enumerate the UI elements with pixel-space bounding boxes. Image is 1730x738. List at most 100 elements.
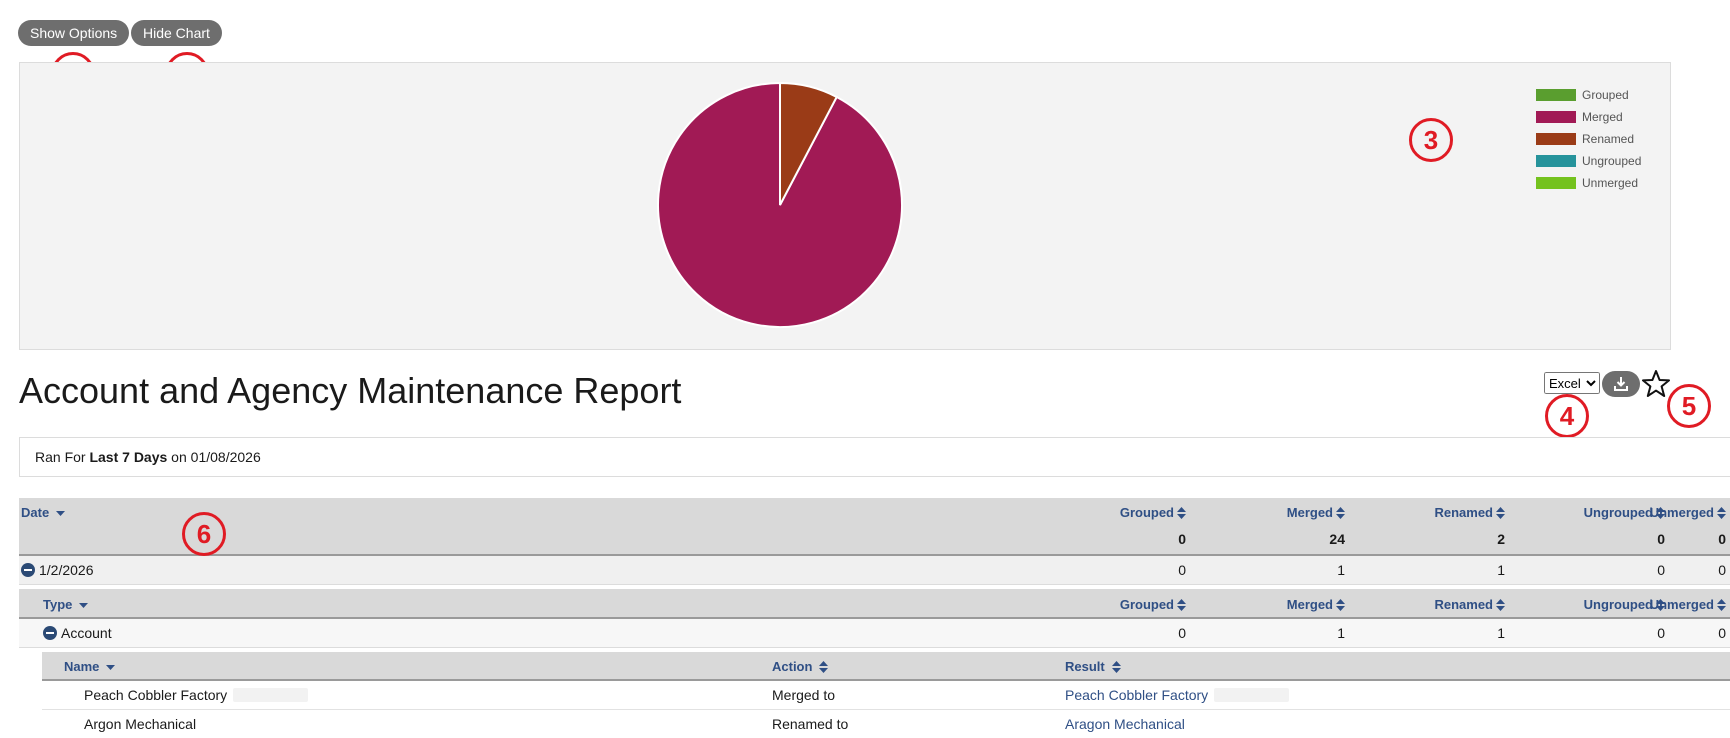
total-unmerged: 0 — [1718, 531, 1726, 547]
legend-label: Unmerged — [1582, 176, 1639, 190]
date-count-merged: 1 — [1337, 562, 1345, 578]
detail-table-header: Name Action Result — [42, 652, 1730, 681]
chart-legend: Grouped Merged Renamed Ungrouped Unmerged — [1536, 84, 1641, 194]
type-header-label: Type — [43, 597, 73, 612]
name-column-header[interactable]: Name — [64, 658, 116, 674]
sort-both-icon — [1656, 507, 1665, 519]
unmerged-column-header[interactable]: Unmerged — [1586, 504, 1726, 520]
merged-column-header[interactable]: Merged — [1205, 504, 1345, 520]
detail-name: Peach Cobbler Factory — [84, 687, 228, 703]
page-title: Account and Agency Maintenance Report — [19, 370, 682, 411]
date-group-cell: 1/2/2026 — [21, 562, 94, 578]
legend-item-renamed: Renamed — [1536, 128, 1641, 150]
result-column-header[interactable]: Result — [1065, 658, 1121, 674]
detail-result-cell: Aragon Mechanical — [1065, 716, 1185, 732]
column-header-label: Grouped — [1119, 597, 1174, 612]
date-count-ungrouped: 0 — [1657, 562, 1665, 578]
show-options-button[interactable]: Show Options — [18, 20, 130, 46]
ungrouped-column-header[interactable]: Ungrouped — [1525, 504, 1665, 520]
total-ungrouped: 0 — [1657, 531, 1665, 547]
renamed-column-header[interactable]: Renamed — [1365, 596, 1505, 612]
legend-label: Merged — [1582, 110, 1623, 124]
sort-both-icon — [1111, 661, 1121, 673]
column-header-label: Merged — [1286, 597, 1333, 612]
type-column-header[interactable]: Type — [43, 596, 89, 612]
action-column-header[interactable]: Action — [772, 658, 829, 674]
sort-both-icon — [1177, 599, 1186, 611]
total-renamed: 2 — [1497, 531, 1505, 547]
detail-result-cell: Peach Cobbler Factory — [1065, 687, 1290, 703]
run-info-prefix: Ran For — [35, 449, 90, 465]
sort-both-icon — [1336, 599, 1345, 611]
hide-chart-button[interactable]: Hide Chart — [131, 20, 222, 46]
type-count-renamed: 1 — [1497, 625, 1505, 641]
total-merged: 24 — [1329, 531, 1345, 547]
column-header-label: Unmerged — [1649, 597, 1714, 612]
run-info-on: on — [167, 449, 191, 465]
merged-column-header[interactable]: Merged — [1205, 596, 1345, 612]
annotation-marker-6: 6 — [182, 512, 226, 556]
collapse-icon[interactable] — [43, 626, 57, 640]
sort-both-icon — [1496, 599, 1505, 611]
legend-swatch — [1536, 89, 1576, 101]
grouped-column-header[interactable]: Grouped — [1046, 596, 1186, 612]
type-count-ungrouped: 0 — [1657, 625, 1665, 641]
date-header-label: Date — [21, 505, 50, 520]
ungrouped-column-header[interactable]: Ungrouped — [1525, 596, 1665, 612]
legend-label: Grouped — [1582, 88, 1629, 102]
action-header-label: Action — [772, 659, 813, 674]
column-header-label: Ungrouped — [1583, 505, 1653, 520]
result-header-label: Result — [1065, 659, 1105, 674]
sort-desc-icon — [56, 511, 66, 516]
sort-both-icon — [1717, 507, 1726, 519]
redacted-text — [233, 688, 309, 702]
sort-both-icon — [1656, 599, 1665, 611]
date-value: 1/2/2026 — [39, 562, 94, 578]
legend-label: Ungrouped — [1582, 154, 1642, 168]
sort-desc-icon — [106, 665, 116, 670]
pie-chart — [657, 81, 903, 328]
column-header-label: Grouped — [1119, 505, 1174, 520]
renamed-column-header[interactable]: Renamed — [1365, 504, 1505, 520]
grouped-column-header[interactable]: Grouped — [1046, 504, 1186, 520]
legend-swatch — [1536, 133, 1576, 145]
annotation-marker-5: 5 — [1667, 384, 1711, 428]
run-info-date: 01/08/2026 — [190, 449, 261, 465]
detail-name-cell: Peach Cobbler Factory — [84, 687, 309, 703]
legend-item-ungrouped: Ungrouped — [1536, 150, 1641, 172]
type-value: Account — [61, 625, 112, 641]
column-header-label: Ungrouped — [1583, 597, 1653, 612]
run-info-period: Last 7 Days — [89, 449, 168, 465]
sort-both-icon — [1717, 599, 1726, 611]
sort-both-icon — [819, 661, 829, 673]
total-grouped: 0 — [1178, 531, 1186, 547]
column-header-label: Unmerged — [1649, 505, 1714, 520]
download-button[interactable] — [1602, 371, 1640, 397]
date-count-unmerged: 0 — [1718, 562, 1726, 578]
collapse-icon[interactable] — [21, 563, 35, 577]
annotation-marker-4: 4 — [1545, 394, 1589, 438]
legend-item-grouped: Grouped — [1536, 84, 1641, 106]
type-table-header: Type Grouped Merged Renamed Ungrouped Unmerg… — [19, 589, 1730, 619]
legend-swatch — [1536, 111, 1576, 123]
detail-action: Merged to — [772, 687, 836, 703]
favorite-star-button[interactable] — [1640, 368, 1672, 400]
table-row: Peach Cobbler Factory Merged to Peach Co… — [42, 681, 1730, 710]
date-column-header[interactable]: Date — [21, 504, 66, 520]
unmerged-column-header[interactable]: Unmerged — [1586, 596, 1726, 612]
column-header-label: Merged — [1286, 505, 1333, 520]
export-format-select[interactable]: Excel — [1544, 372, 1600, 394]
sort-both-icon — [1336, 507, 1345, 519]
download-icon — [1614, 377, 1628, 391]
table-row: Argon Mechanical Renamed to Aragon Mecha… — [42, 710, 1730, 738]
detail-name: Argon Mechanical — [84, 716, 197, 732]
sort-desc-icon — [79, 603, 89, 608]
table-row-type: Account 0 1 1 0 0 — [19, 619, 1730, 648]
star-icon — [1642, 370, 1670, 397]
pie-slice-renamed[interactable] — [779, 81, 839, 206]
detail-result-link[interactable]: Peach Cobbler Factory — [1065, 687, 1209, 703]
redacted-text — [1214, 688, 1290, 702]
legend-item-unmerged: Unmerged — [1536, 172, 1641, 194]
detail-action: Renamed to — [772, 716, 849, 732]
detail-result-link[interactable]: Aragon Mechanical — [1065, 716, 1185, 732]
